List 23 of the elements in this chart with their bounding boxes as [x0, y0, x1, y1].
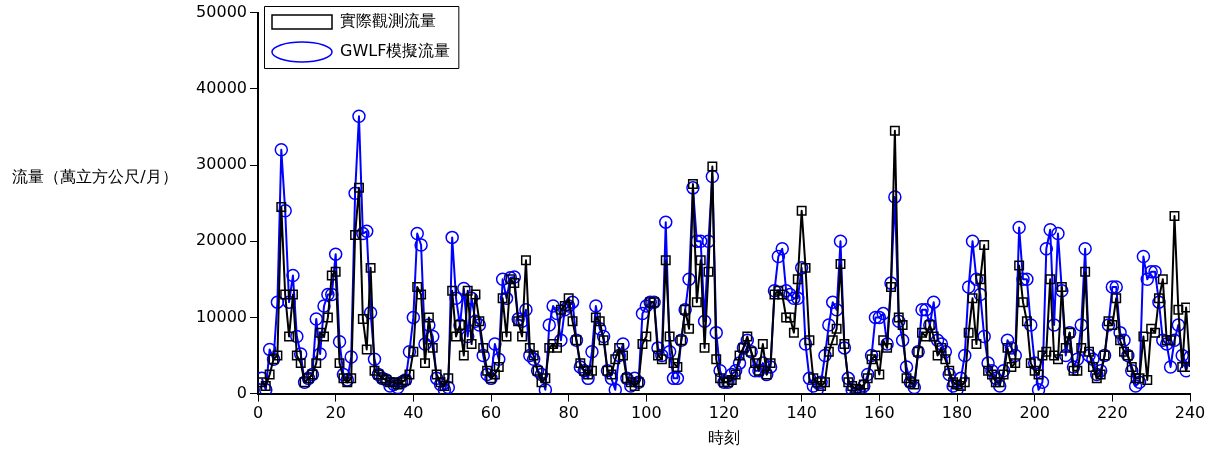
legend-label: 實際觀測流量: [340, 11, 436, 31]
x-tick-label: 40: [403, 403, 424, 423]
x-tick-label: 180: [941, 403, 973, 423]
y-tick-label: 20000: [196, 230, 247, 250]
x-tick-label: 80: [558, 403, 579, 423]
x-tick-label: 160: [864, 403, 895, 423]
x-tick-label: 240: [1174, 403, 1206, 423]
y-tick-label: 40000: [196, 77, 247, 97]
x-tick-label: 220: [1097, 403, 1128, 423]
y-tick-label: 50000: [196, 1, 247, 21]
y-tick-label: 30000: [196, 154, 247, 174]
x-tick-label: 120: [708, 403, 740, 423]
x-tick-label: 100: [631, 403, 662, 423]
x-tick-label: 20: [325, 403, 346, 423]
y-axis-title: 流量（萬立方公尺/月）: [11, 166, 179, 188]
x-tick-label: 140: [786, 403, 817, 423]
x-tick-label: 200: [1019, 403, 1050, 423]
x-tick-label: 60: [480, 403, 502, 423]
legend-label: GWLF模擬流量: [340, 41, 451, 61]
y-tick-label: 10000: [196, 306, 247, 326]
x-axis-title: 時刻: [708, 427, 740, 447]
y-tick-label: 0: [236, 382, 247, 402]
x-tick-label: 0: [252, 403, 264, 423]
